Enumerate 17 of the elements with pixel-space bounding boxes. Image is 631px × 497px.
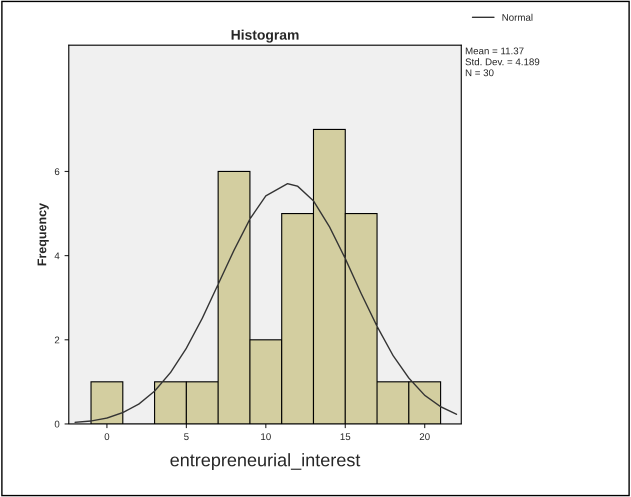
legend-label: Normal [502, 14, 532, 21]
y-axis-title: Frequency [38, 203, 49, 266]
y-tick-label: 0 [54, 420, 60, 428]
text: N = 30 [466, 69, 494, 76]
x-tick-label: 10 [261, 433, 271, 440]
chart-title: Histogram [232, 30, 299, 43]
x-axis-title: entrepreneurial_interest [170, 453, 360, 470]
y-tick-label: 2 [54, 336, 60, 344]
x-tick-label: 5 [184, 433, 189, 440]
x-tick-label: 20 [420, 433, 430, 440]
text: Mean = 11.37 [466, 47, 524, 54]
y-tick-label: 6 [54, 168, 60, 176]
text: Std. Dev. = 4.189 [465, 58, 540, 66]
y-tick-label: 4 [54, 252, 60, 260]
x-tick-label: 0 [104, 433, 110, 440]
x-tick-label: 15 [340, 433, 350, 440]
line-series [74, 182, 458, 423]
